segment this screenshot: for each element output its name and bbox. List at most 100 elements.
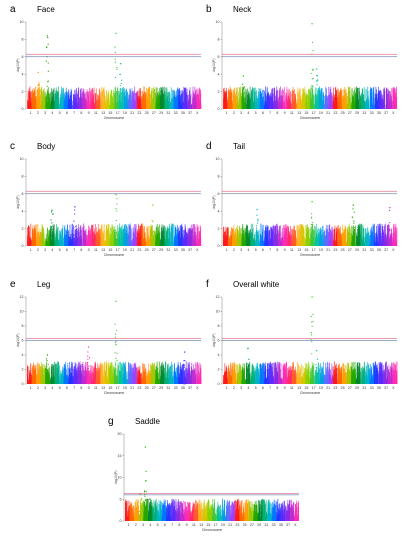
x-tick-label: 5 xyxy=(255,111,257,115)
snp-point xyxy=(360,96,362,109)
snp-point xyxy=(65,95,67,109)
snp-point xyxy=(104,229,105,246)
snp-point xyxy=(167,105,169,109)
snp-point xyxy=(123,91,125,109)
snp-point xyxy=(72,105,74,109)
snp-point xyxy=(182,226,183,246)
snp-point xyxy=(229,91,230,109)
snp-point xyxy=(363,104,365,109)
snp-peak-point xyxy=(47,62,49,64)
snp-points xyxy=(223,23,398,110)
snp-point xyxy=(113,103,115,109)
snp-point xyxy=(69,98,71,109)
snp-point xyxy=(155,93,157,109)
snp-point xyxy=(229,98,231,109)
snp-point xyxy=(278,90,280,109)
snp-point xyxy=(324,95,325,109)
snp-point xyxy=(156,235,157,246)
snp-point xyxy=(64,235,66,246)
snp-peak-point xyxy=(242,101,244,103)
snp-point xyxy=(228,105,230,109)
snp-point xyxy=(113,229,115,246)
snp-point xyxy=(311,105,313,109)
snp-point xyxy=(71,104,72,109)
snp-point xyxy=(255,103,257,109)
snp-point xyxy=(156,225,158,246)
snp-point xyxy=(191,229,193,246)
x-tick-label: 17 xyxy=(116,111,120,115)
snp-point xyxy=(83,97,85,109)
snp-point xyxy=(118,90,120,109)
snp-point xyxy=(59,234,60,246)
snp-point xyxy=(77,92,79,109)
y-tick-label: 4 xyxy=(22,72,24,76)
snp-point xyxy=(169,235,170,246)
snp-peak-point xyxy=(310,87,312,89)
snp-point xyxy=(392,101,394,109)
snp-point xyxy=(179,235,180,246)
snp-point xyxy=(110,92,112,109)
snp-point xyxy=(115,229,117,246)
snp-point xyxy=(157,233,159,246)
snp-point xyxy=(269,94,270,109)
snp-point xyxy=(185,228,186,246)
snp-point xyxy=(136,236,138,246)
x-tick-label: 37 xyxy=(188,248,192,252)
snp-point xyxy=(280,90,282,109)
snp-peak-point xyxy=(315,101,317,104)
snp-point xyxy=(237,101,239,109)
snp-point xyxy=(225,226,227,246)
snp-point xyxy=(76,239,78,246)
snp-point xyxy=(185,105,187,109)
snp-point xyxy=(198,239,199,246)
snp-point xyxy=(347,95,348,109)
x-tick-label: 19 xyxy=(123,248,127,252)
snp-point xyxy=(392,89,394,109)
snp-point xyxy=(167,239,169,246)
snp-point xyxy=(114,231,115,246)
snp-point xyxy=(162,227,164,246)
snp-peak-point xyxy=(316,94,318,96)
snp-point xyxy=(139,225,141,246)
snp-point xyxy=(30,242,32,246)
snp-point xyxy=(281,105,283,109)
snp-point xyxy=(135,232,136,246)
snp-point xyxy=(240,100,242,109)
snp-point xyxy=(395,92,397,109)
snp-point xyxy=(101,229,103,246)
snp-point xyxy=(190,242,191,246)
snp-point xyxy=(75,230,77,246)
snp-point xyxy=(180,105,182,109)
snp-point xyxy=(293,102,294,109)
snp-point xyxy=(71,100,73,109)
snp-point xyxy=(81,105,83,109)
snp-point xyxy=(27,93,29,109)
snp-peak-point xyxy=(114,229,116,231)
snp-point xyxy=(100,98,102,109)
snp-point xyxy=(316,97,318,109)
snp-point xyxy=(49,105,50,109)
snp-point xyxy=(96,101,98,109)
snp-point xyxy=(69,242,71,246)
snp-peak-point xyxy=(116,233,118,235)
snp-point xyxy=(244,101,245,109)
snp-peak-point xyxy=(115,219,117,222)
snp-point xyxy=(191,104,193,109)
snp-point xyxy=(182,241,184,246)
x-tick-label: 11 xyxy=(94,248,98,252)
snp-peak-point xyxy=(120,102,122,104)
snp-point xyxy=(331,93,332,109)
snp-point xyxy=(164,95,166,109)
snp-point xyxy=(53,87,55,109)
snp-point xyxy=(120,236,122,246)
snp-point xyxy=(79,227,81,246)
snp-point xyxy=(325,86,327,109)
snp-point xyxy=(37,223,39,246)
snp-point xyxy=(310,104,311,109)
snp-top-point xyxy=(242,75,245,77)
snp-peak-point xyxy=(38,85,40,87)
snp-point xyxy=(170,242,171,246)
snp-peak-point xyxy=(38,89,40,91)
snp-point xyxy=(124,105,126,109)
snp-point xyxy=(166,231,167,246)
